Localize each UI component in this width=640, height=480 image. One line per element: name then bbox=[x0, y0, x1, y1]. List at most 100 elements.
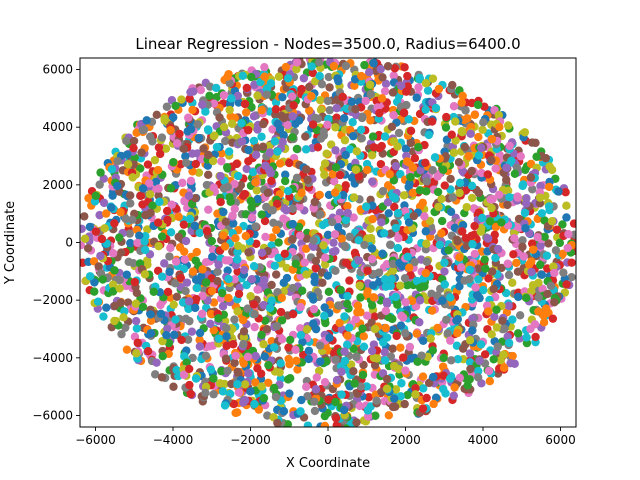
scatter-point bbox=[249, 136, 259, 146]
scatter-point bbox=[421, 227, 430, 236]
scatter-point bbox=[91, 227, 101, 236]
scatter-point bbox=[434, 84, 444, 94]
scatter-point bbox=[250, 399, 259, 409]
scatter-point bbox=[211, 83, 221, 93]
scatter-point bbox=[247, 203, 256, 212]
scatter-point bbox=[275, 159, 285, 168]
scatter-point bbox=[472, 290, 482, 300]
scatter-point bbox=[157, 133, 167, 142]
scatter-point bbox=[303, 421, 313, 427]
scatter-point bbox=[467, 181, 477, 191]
scatter-point bbox=[108, 191, 117, 200]
scatter-point bbox=[278, 137, 287, 147]
scatter-point bbox=[371, 411, 380, 420]
scatter-point bbox=[326, 140, 336, 149]
scatter-point bbox=[95, 180, 104, 189]
scatter-point bbox=[294, 116, 304, 125]
scatter-point bbox=[483, 234, 493, 243]
scatter-point bbox=[242, 164, 251, 174]
scatter-point bbox=[453, 315, 462, 324]
scatter-point bbox=[153, 266, 163, 275]
scatter-point bbox=[505, 141, 514, 151]
scatter-point bbox=[408, 296, 417, 306]
scatter-point bbox=[358, 324, 367, 333]
scatter-point bbox=[479, 118, 488, 127]
scatter-point bbox=[308, 292, 317, 301]
scatter-point bbox=[293, 365, 302, 374]
scatter-point bbox=[484, 274, 493, 283]
x-axis-label: X Coordinate bbox=[286, 456, 370, 471]
scatter-point bbox=[339, 190, 348, 200]
scatter-point bbox=[393, 300, 402, 309]
scatter-point bbox=[157, 272, 167, 281]
scatter-point bbox=[221, 217, 231, 226]
scatter-point bbox=[388, 344, 397, 353]
scatter-point bbox=[302, 234, 312, 243]
scatter-point bbox=[526, 173, 536, 182]
scatter-point bbox=[342, 258, 351, 268]
scatter-point bbox=[260, 275, 269, 285]
scatter-point bbox=[185, 297, 194, 306]
scatter-point bbox=[375, 143, 384, 153]
scatter-point bbox=[446, 174, 455, 184]
scatter-point bbox=[234, 98, 243, 107]
scatter-point bbox=[428, 346, 438, 355]
scatter-point bbox=[487, 134, 497, 144]
scatter-point bbox=[312, 373, 322, 382]
scatter-point bbox=[115, 284, 124, 293]
scatter-point bbox=[242, 280, 251, 290]
scatter-point bbox=[268, 206, 277, 215]
scatter-point bbox=[149, 287, 158, 296]
scatter-point bbox=[204, 205, 213, 214]
scatter-point bbox=[446, 207, 456, 217]
scatter-point bbox=[309, 236, 318, 245]
scatter-point bbox=[331, 163, 341, 172]
scatter-point bbox=[126, 238, 135, 248]
scatter-point bbox=[241, 108, 251, 117]
scatter-point bbox=[495, 122, 504, 132]
scatter-point bbox=[515, 311, 525, 320]
x-tick-label: −4000 bbox=[153, 433, 194, 447]
scatter-point bbox=[301, 145, 311, 154]
scatter-point bbox=[419, 384, 428, 393]
scatter-point bbox=[332, 103, 341, 113]
scatter-point bbox=[247, 72, 256, 82]
scatter-point bbox=[244, 248, 253, 257]
scatter-point bbox=[473, 373, 483, 382]
scatter-point bbox=[541, 304, 551, 313]
scatter-point bbox=[180, 247, 189, 256]
scatter-point bbox=[316, 134, 326, 143]
scatter-point bbox=[283, 375, 293, 384]
scatter-point bbox=[399, 108, 409, 117]
scatter-point bbox=[391, 385, 401, 394]
scatter-point bbox=[443, 329, 452, 338]
scatter-point bbox=[156, 309, 166, 319]
scatter-point bbox=[330, 348, 339, 358]
scatter-point bbox=[219, 231, 228, 240]
scatter-point bbox=[421, 268, 431, 278]
scatter-point bbox=[260, 216, 270, 226]
scatter-point bbox=[548, 314, 558, 323]
scatter-point bbox=[504, 338, 514, 348]
scatter-point bbox=[84, 194, 93, 203]
scatter-point bbox=[477, 224, 486, 233]
scatter-point bbox=[307, 62, 316, 71]
scatter-point bbox=[153, 218, 163, 227]
scatter-point bbox=[122, 136, 131, 146]
scatter-point bbox=[165, 267, 174, 276]
scatter-point bbox=[163, 287, 173, 297]
scatter-point bbox=[225, 105, 234, 115]
scatter-point bbox=[220, 401, 230, 410]
scatter-point bbox=[246, 196, 256, 206]
scatter-point bbox=[426, 334, 435, 343]
scatter-point bbox=[499, 350, 508, 359]
scatter-point bbox=[350, 379, 359, 388]
scatter-point bbox=[337, 367, 346, 377]
scatter-point bbox=[152, 110, 161, 120]
scatter-point bbox=[544, 239, 553, 248]
scatter-point bbox=[343, 201, 352, 211]
scatter-point bbox=[388, 192, 398, 202]
scatter-point bbox=[394, 234, 403, 243]
scatter-point bbox=[315, 341, 325, 350]
scatter-point bbox=[494, 190, 504, 200]
